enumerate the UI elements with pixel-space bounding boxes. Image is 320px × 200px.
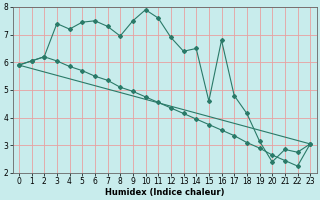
X-axis label: Humidex (Indice chaleur): Humidex (Indice chaleur)	[105, 188, 224, 197]
